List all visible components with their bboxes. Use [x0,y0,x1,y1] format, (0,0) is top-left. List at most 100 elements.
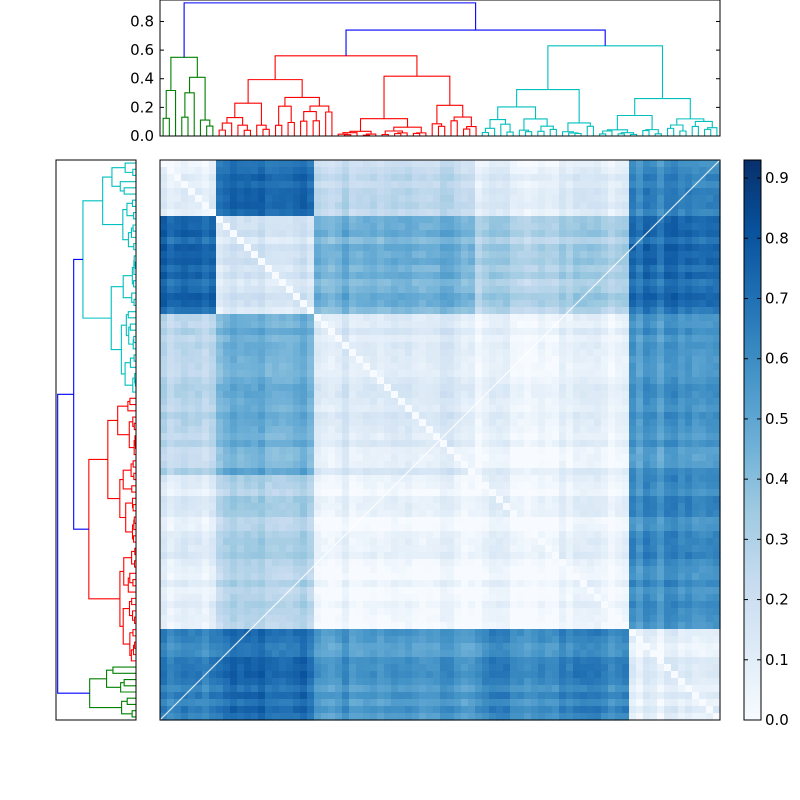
heatmap-cell [496,342,504,350]
heatmap-cell [363,223,371,231]
heatmap-cell [160,552,168,560]
heatmap-cell [265,370,273,378]
heatmap-cell [538,552,546,560]
heatmap-cell [573,223,581,231]
heatmap-cell [531,363,539,371]
heatmap-cell [384,503,392,511]
heatmap-cell [181,412,189,420]
heatmap-cell [531,223,539,231]
heatmap-cell [496,454,504,462]
heatmap-cell [608,335,616,343]
heatmap-cell [678,230,686,238]
heatmap-cell [699,279,707,287]
heatmap-cell [307,167,315,175]
heatmap-cell [503,412,511,420]
heatmap-cell [671,363,679,371]
heatmap-cell [531,489,539,497]
heatmap-cell [391,307,399,315]
heatmap-cell [496,405,504,413]
heatmap-cell [286,503,294,511]
heatmap-cell [279,496,287,504]
heatmap-cell [636,265,644,273]
heatmap-cell [524,265,532,273]
heatmap-cell [223,356,231,364]
heatmap-cell [293,503,301,511]
heatmap-cell [405,314,413,322]
heatmap-cell [706,356,714,364]
heatmap-cell [503,244,511,252]
heatmap-cell [510,538,518,546]
heatmap-cell [300,510,308,518]
heatmap-cell [454,363,462,371]
heatmap-cell [433,475,441,483]
heatmap-cell [244,419,252,427]
heatmap-cell [482,524,490,532]
heatmap-cell [426,328,434,336]
heatmap-cell [608,573,616,581]
heatmap-cell [517,258,525,266]
heatmap-cell [356,272,364,280]
heatmap-cell [496,412,504,420]
heatmap-cell [587,335,595,343]
heatmap-cell [706,160,714,168]
heatmap-cell [496,223,504,231]
heatmap-cell [433,356,441,364]
heatmap-cell [671,230,679,238]
heatmap-cell [461,433,469,441]
heatmap-cell [622,391,630,399]
heatmap-cell [342,216,350,224]
heatmap-cell [552,391,560,399]
heatmap-cell [237,223,245,231]
heatmap-cell [678,412,686,420]
heatmap-cell [216,545,224,553]
heatmap-cell [328,356,336,364]
heatmap-cell [174,496,182,504]
heatmap-cell [531,510,539,518]
heatmap-cell [510,531,518,539]
heatmap-cell [475,447,483,455]
heatmap-cell [657,202,665,210]
dendrogram-link [122,469,132,490]
heatmap-cell [237,531,245,539]
heatmap-cell [251,188,259,196]
heatmap-cell [258,440,266,448]
heatmap-cell [664,160,672,168]
heatmap-cell [377,489,385,497]
heatmap-cell [251,167,259,175]
heatmap-cell [587,552,595,560]
heatmap-cell [643,559,651,567]
heatmap-cell [524,566,532,574]
heatmap-cell [433,279,441,287]
heatmap-cell [356,510,364,518]
heatmap-cell [482,573,490,581]
heatmap-cell [580,202,588,210]
heatmap-cell [559,447,567,455]
heatmap-cell [524,496,532,504]
heatmap-cell [552,202,560,210]
heatmap-cell [454,538,462,546]
heatmap-cell [664,405,672,413]
heatmap-cell [328,328,336,336]
heatmap-cell [328,377,336,385]
heatmap-cell [482,356,490,364]
heatmap-cell [538,419,546,427]
heatmap-cell [279,475,287,483]
heatmap-cell [377,188,385,196]
heatmap-cell [510,293,518,301]
heatmap-cell [664,482,672,490]
heatmap-cell [286,195,294,203]
heatmap-cell [426,538,434,546]
heatmap-cell [657,559,665,567]
heatmap-cell [237,258,245,266]
heatmap-cell [384,216,392,224]
heatmap-cell [181,300,189,308]
heatmap-cell [391,461,399,469]
heatmap-cell [209,244,217,252]
heatmap-cell [237,475,245,483]
heatmap-cell [657,223,665,231]
heatmap-cell [293,517,301,525]
heatmap-cell [195,300,203,308]
heatmap-cell [286,482,294,490]
heatmap-cell [300,272,308,280]
heatmap-cell [692,559,700,567]
